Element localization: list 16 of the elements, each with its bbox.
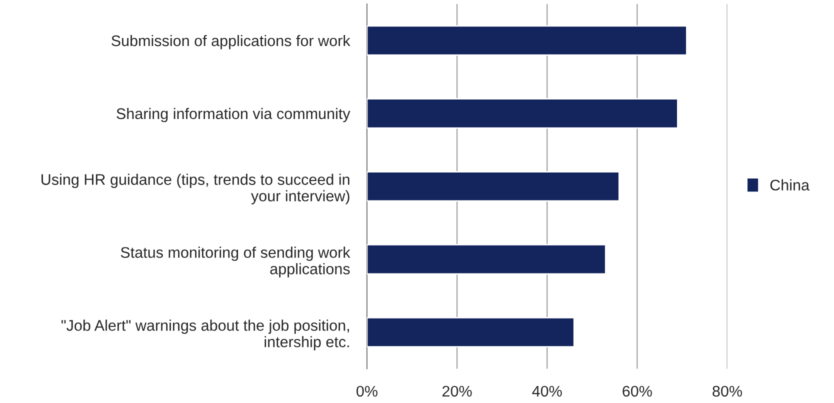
x-tick-label: 40% (532, 386, 562, 397)
bar (366, 25, 688, 56)
bar (366, 316, 575, 348)
bar (366, 98, 678, 129)
y-tick-label: "Job Alert" warnings about the job position, intership etc. (62, 320, 349, 350)
y-tick-label: Status monitoring of sending work applications (120, 246, 350, 278)
y-tick-label: Using HR guidance (tips, trends to succeed in your interview) (42, 174, 350, 204)
y-tick-label: Submission of applications for work (112, 34, 350, 50)
bar (366, 171, 620, 202)
y-tick-label: Sharing information via community (116, 108, 350, 122)
x-tick-label: 0% (356, 386, 378, 397)
x-tick-label: 80% (712, 386, 742, 397)
x-tick-label: 60% (622, 386, 652, 397)
x-tick-label: 20% (442, 386, 472, 397)
bar (366, 244, 606, 275)
legend-label: China (770, 179, 810, 191)
